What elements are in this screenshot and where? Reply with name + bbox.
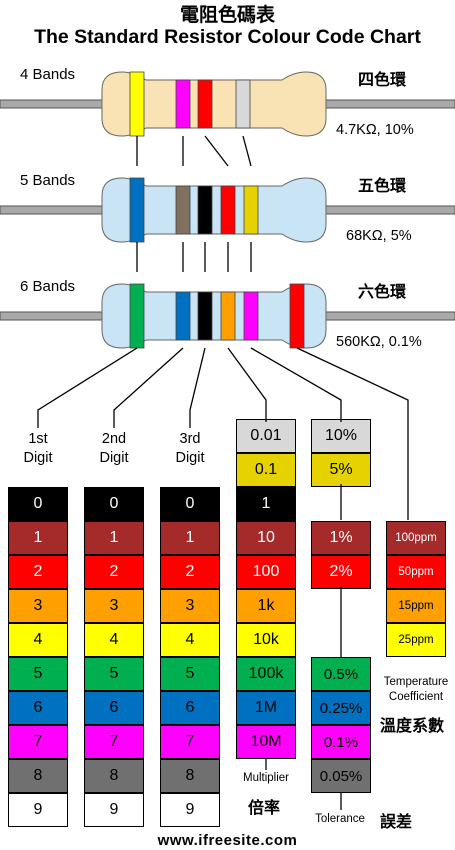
digit-cell-2: 4 (84, 623, 144, 657)
digit-cell-2: 0 (84, 487, 144, 521)
resistor-body (101, 283, 327, 349)
resistor-body (101, 177, 327, 243)
cn-label-6-bands: 六色環 (358, 284, 407, 301)
value-5-bands: 68KΩ, 5% (346, 228, 412, 244)
multiplier-cell: 10 (236, 521, 296, 555)
digit-cell-2: 9 (84, 793, 144, 827)
value-4-bands: 4.7KΩ, 10% (336, 122, 414, 138)
multiplier-cell: 100 (236, 555, 296, 589)
temperature-cell: 50ppm (386, 555, 446, 589)
temperature-cell: 15ppm (386, 589, 446, 623)
connector-line (296, 347, 409, 520)
multiplier-cell: 1M (236, 691, 296, 725)
digit-cell-1: 3 (8, 589, 68, 623)
digit-cell-3: 2 (160, 555, 220, 589)
label-5-bands: 5 Bands (20, 172, 76, 189)
resistor-band (197, 291, 213, 341)
digit-cell-1: 4 (8, 623, 68, 657)
resistor-band (129, 71, 145, 137)
digit-cell-3: 5 (160, 657, 220, 691)
multiplier-cell: 1k (236, 589, 296, 623)
label-4-bands: 4 Bands (20, 66, 76, 83)
resistor-band (175, 79, 191, 129)
digit-cell-3: 4 (160, 623, 220, 657)
multiplier-cell: 0.01 (236, 419, 296, 453)
digit-cell-3: 1 (160, 521, 220, 555)
cn-label-4-bands: 四色環 (358, 72, 407, 89)
label-6-bands: 6 Bands (20, 278, 76, 295)
multiplier-cell: 0.1 (236, 453, 296, 487)
tolerance-cell: 5% (311, 453, 371, 487)
resistor-band (289, 283, 305, 349)
resistor-body (101, 71, 327, 137)
digit-cell-2: 2 (84, 555, 144, 589)
caption-multiplier: Multiplier (242, 772, 289, 784)
tolerance-cell: 0.05% (311, 759, 371, 793)
digit-cell-1: 7 (8, 725, 68, 759)
title-english: The Standard Resistor Colour Code Chart (34, 26, 421, 48)
digit-cell-1: 1 (8, 521, 68, 555)
digit-cell-1: 8 (8, 759, 68, 793)
multiplier-cell: 10k (236, 623, 296, 657)
resistor-band (243, 185, 259, 235)
digit-cell-3: 7 (160, 725, 220, 759)
digit-cell-1: 9 (8, 793, 68, 827)
digit-cell-2: 3 (84, 589, 144, 623)
digit-cell-1: 0 (8, 487, 68, 521)
connector-line (204, 135, 229, 167)
digit-cell-1: 6 (8, 691, 68, 725)
resistor-band (197, 185, 213, 235)
resistor-band (129, 283, 145, 349)
digit-cell-3: 0 (160, 487, 220, 521)
caption-tolerance-cn: 誤差 (380, 814, 413, 831)
temperature-cell: 25ppm (386, 623, 446, 657)
resistor-band (243, 291, 259, 341)
resistor-band (220, 291, 236, 341)
connector-line (227, 347, 267, 422)
header-2nd-digit: 2nd Digit (99, 431, 129, 466)
website-footer: www.ifreesite.com (157, 832, 298, 849)
header-3rd-digit: 3rd Digit (175, 431, 205, 466)
tolerance-cell: 0.1% (311, 725, 371, 759)
digit-cell-2: 5 (84, 657, 144, 691)
caption-tolerance: Tolerance (315, 813, 365, 825)
connector-line (189, 347, 206, 428)
digit-cell-2: 7 (84, 725, 144, 759)
temperature-cell: 100ppm (386, 521, 446, 555)
tolerance-cell: 1% (311, 521, 371, 555)
tolerance-cell: 0.25% (311, 691, 371, 725)
caption-temperature-cn: 溫度系數 (380, 718, 445, 735)
cn-label-5-bands: 五色環 (358, 178, 407, 195)
resistor-band (129, 177, 145, 243)
digit-cell-3: 8 (160, 759, 220, 793)
digit-cell-2: 8 (84, 759, 144, 793)
resistor-band (235, 79, 251, 129)
connector-line (250, 347, 342, 422)
connector-line (242, 135, 252, 167)
value-6-bands: 560KΩ, 0.1% (336, 334, 422, 350)
digit-cell-2: 1 (84, 521, 144, 555)
caption-temperature: Temperature Coefficient (383, 676, 449, 703)
multiplier-cell: 100k (236, 657, 296, 691)
header-1st-digit: 1st Digit (23, 431, 53, 466)
connector-line (113, 347, 184, 428)
digit-cell-3: 3 (160, 589, 220, 623)
title-chinese: 電阻色碼表 (179, 5, 275, 26)
multiplier-cell: 10M (236, 725, 296, 759)
connector-line (37, 347, 138, 428)
digit-cell-1: 2 (8, 555, 68, 589)
multiplier-cell: 1 (236, 487, 296, 521)
tolerance-cell: 0.5% (311, 657, 371, 691)
resistor-band (220, 185, 236, 235)
digit-cell-2: 6 (84, 691, 144, 725)
resistor-band (175, 291, 191, 341)
digit-cell-3: 9 (160, 793, 220, 827)
caption-multiplier-cn: 倍率 (248, 800, 281, 817)
digit-cell-3: 6 (160, 691, 220, 725)
digit-cell-1: 5 (8, 657, 68, 691)
resistor-band (197, 79, 213, 129)
resistor-band (175, 185, 191, 235)
